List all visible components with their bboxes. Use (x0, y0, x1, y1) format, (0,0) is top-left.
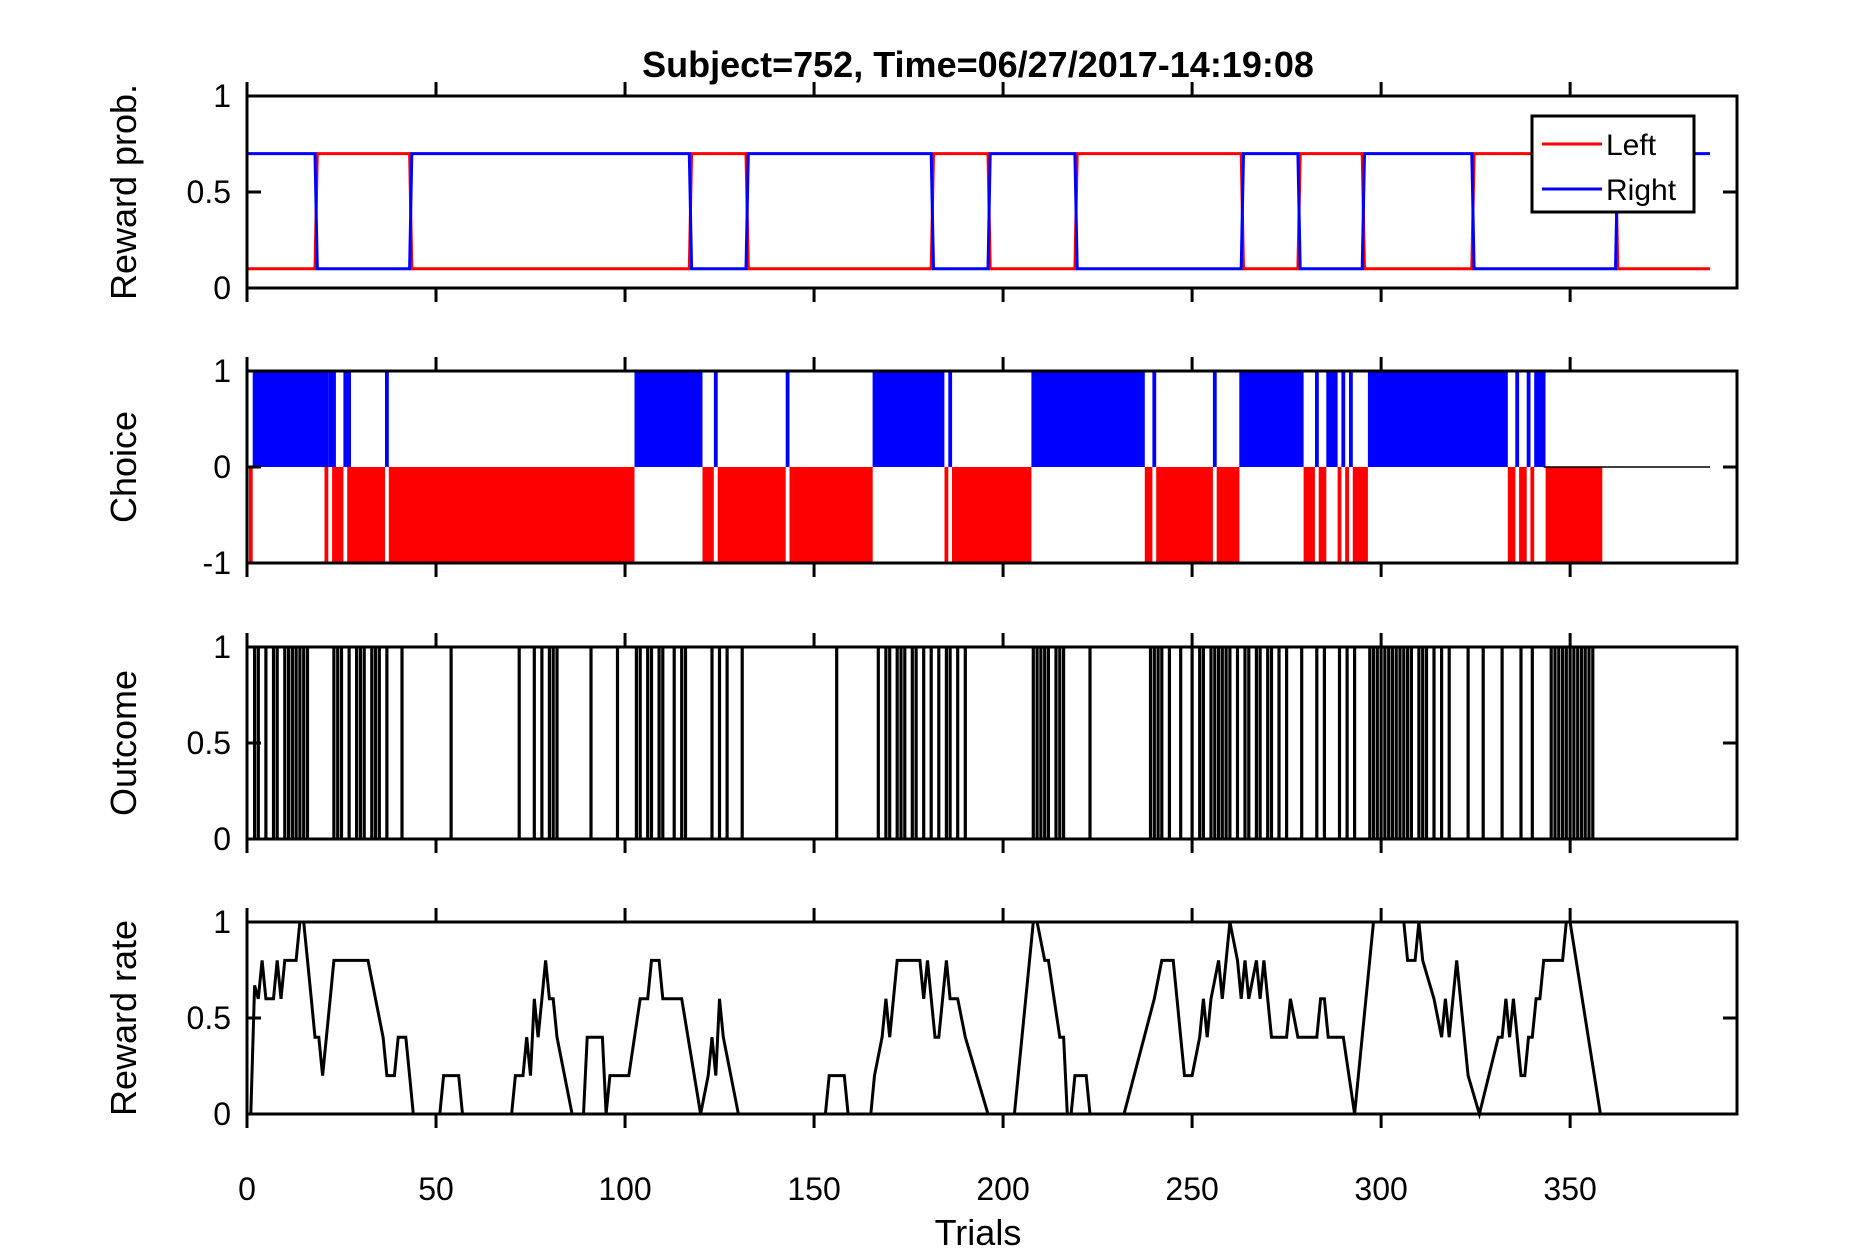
choice-right-bar (1341, 371, 1346, 467)
choice-left-bar (944, 467, 949, 563)
choice-right-bar (1326, 371, 1338, 467)
choice-left-bar (1507, 467, 1516, 563)
choice-left-bar (1303, 467, 1315, 563)
choice-left-bar (324, 467, 329, 563)
choice-left-bar (717, 467, 786, 563)
choice-left-bar (248, 467, 253, 563)
choice-left-bar (952, 467, 1032, 563)
reward-rate-line (249, 920, 1710, 1120)
choice-left-bar (388, 467, 635, 563)
y-axis-label-outcome: Outcome (103, 670, 144, 816)
y-tick-label: 1 (213, 629, 231, 665)
choice-left-bar (1530, 467, 1535, 563)
x-tick-label: 250 (1165, 1171, 1218, 1207)
chart-title: Subject=752, Time=06/27/2017-14:19:08 (642, 44, 1314, 85)
choice-right-bar (252, 371, 329, 467)
x-tick-label: 350 (1543, 1171, 1596, 1207)
x-tick-label: 50 (418, 1171, 454, 1207)
choice-left-bar (1345, 467, 1349, 563)
choice-left-bar (1318, 467, 1327, 563)
choice-left-bar (332, 467, 344, 563)
choice-right-bar (1152, 371, 1157, 467)
y-axis-label-reward-prob: Reward prob. (103, 84, 144, 300)
series-line-right (247, 152, 1710, 271)
y-tick-label: 0.5 (187, 725, 231, 761)
panel-outcome (253, 647, 1595, 839)
axis-ticks: 0 0.5 1 -1 0 1 0 0.5 1 0 0.5 1 (187, 78, 1737, 1132)
choice-right-bar (1031, 371, 1145, 467)
legend-box (1530, 114, 1696, 214)
choice-right-bar (1526, 371, 1531, 467)
choice-left-bar (1216, 467, 1240, 563)
y-tick-label: 0 (213, 821, 231, 857)
y-tick-label: -1 (203, 545, 231, 581)
choice-right-bar (385, 371, 389, 467)
y-axis-label-choice: Choice (103, 411, 144, 523)
y-tick-label: 0 (213, 449, 231, 485)
y-tick-label: 1 (213, 353, 231, 389)
choice-left-bar (1337, 467, 1342, 563)
choice-left-bar (1144, 467, 1153, 563)
choice-right-bar (1534, 371, 1546, 467)
choice-right-bar (328, 371, 336, 467)
y-tick-label: 1 (213, 904, 231, 940)
choice-right-bar (1239, 371, 1304, 467)
choice-right-bar (1315, 371, 1319, 467)
y-axis-labels: Reward prob. Choice Outcome Reward rate (103, 84, 144, 1116)
x-tick-label: 0 (238, 1171, 256, 1207)
choice-right-bar (1349, 371, 1353, 467)
choice-right-bar (713, 371, 718, 467)
choice-left-bar (347, 467, 385, 563)
choice-right-bar (634, 371, 703, 467)
legend-label-left: Left (1606, 129, 1657, 162)
series-line-left (247, 152, 1710, 271)
panel-reward-prob (247, 152, 1710, 271)
choice-left-bar (1545, 467, 1603, 563)
choice-right-bar (343, 371, 351, 467)
y-tick-label: 0 (213, 270, 231, 306)
choice-left-bar (1519, 467, 1527, 563)
y-tick-label: 1 (213, 78, 231, 114)
x-tick-label: 300 (1354, 1171, 1407, 1207)
choice-left-bar (1156, 467, 1213, 563)
y-axis-label-reward-rate: Reward rate (103, 920, 144, 1116)
panel-reward-rate (249, 920, 1710, 1120)
choice-left-bar (789, 467, 873, 563)
legend-label-right: Right (1606, 174, 1677, 207)
choice-right-bar (948, 371, 953, 467)
y-tick-label: 0.5 (187, 174, 231, 210)
choice-left-bar (1352, 467, 1368, 563)
x-tick-label: 200 (976, 1171, 1029, 1207)
x-tick-label: 150 (787, 1171, 840, 1207)
x-tick-label: 100 (598, 1171, 651, 1207)
choice-right-bar (1212, 371, 1217, 467)
y-tick-label: 0 (213, 1096, 231, 1132)
legend: Left Right (1530, 114, 1696, 214)
x-axis-tick-labels: 0 50 100 150 200 250 300 350 (238, 1171, 1597, 1207)
choice-right-bar (1367, 371, 1508, 467)
choice-right-bar (1515, 371, 1520, 467)
choice-right-bar (872, 371, 945, 467)
choice-left-bar (702, 467, 714, 563)
chart-marks (247, 152, 1710, 1120)
y-tick-label: 0.5 (187, 1000, 231, 1036)
choice-right-bar (785, 371, 790, 467)
panel-choice (248, 371, 1710, 563)
x-axis-label: Trials (935, 1212, 1022, 1250)
